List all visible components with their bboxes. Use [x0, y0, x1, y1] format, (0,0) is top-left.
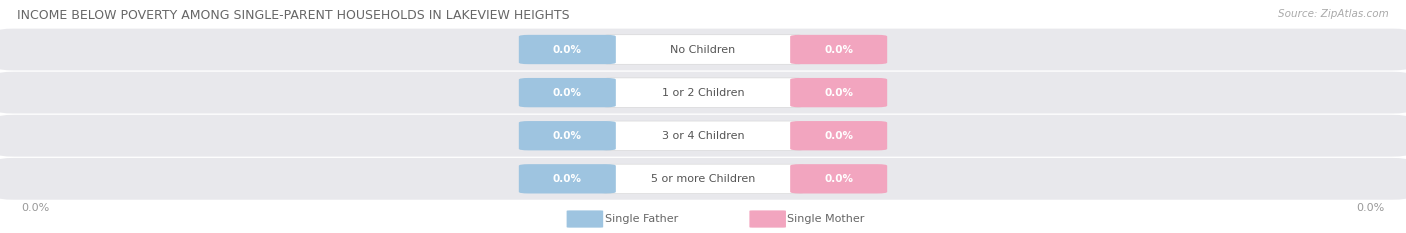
Text: 0.0%: 0.0%: [824, 131, 853, 141]
FancyBboxPatch shape: [790, 121, 887, 150]
Text: 1 or 2 Children: 1 or 2 Children: [662, 88, 744, 98]
Text: Source: ZipAtlas.com: Source: ZipAtlas.com: [1278, 9, 1389, 19]
Text: Single Father: Single Father: [605, 214, 678, 224]
FancyBboxPatch shape: [519, 121, 616, 150]
Text: 0.0%: 0.0%: [824, 174, 853, 184]
Text: 0.0%: 0.0%: [21, 203, 49, 213]
FancyBboxPatch shape: [0, 29, 1406, 70]
FancyBboxPatch shape: [602, 164, 804, 193]
Text: INCOME BELOW POVERTY AMONG SINGLE-PARENT HOUSEHOLDS IN LAKEVIEW HEIGHTS: INCOME BELOW POVERTY AMONG SINGLE-PARENT…: [17, 9, 569, 22]
FancyBboxPatch shape: [790, 78, 887, 107]
Text: 0.0%: 0.0%: [824, 45, 853, 55]
FancyBboxPatch shape: [602, 35, 804, 64]
FancyBboxPatch shape: [790, 35, 887, 64]
FancyBboxPatch shape: [602, 78, 804, 107]
Text: 0.0%: 0.0%: [553, 174, 582, 184]
Text: 0.0%: 0.0%: [824, 88, 853, 98]
Text: Single Mother: Single Mother: [787, 214, 865, 224]
FancyBboxPatch shape: [0, 158, 1406, 200]
FancyBboxPatch shape: [519, 164, 616, 193]
FancyBboxPatch shape: [0, 72, 1406, 113]
FancyBboxPatch shape: [567, 210, 603, 228]
Text: 0.0%: 0.0%: [1357, 203, 1385, 213]
FancyBboxPatch shape: [749, 210, 786, 228]
FancyBboxPatch shape: [519, 78, 616, 107]
FancyBboxPatch shape: [0, 115, 1406, 157]
Text: 0.0%: 0.0%: [553, 131, 582, 141]
Text: No Children: No Children: [671, 45, 735, 55]
FancyBboxPatch shape: [602, 121, 804, 150]
Text: 0.0%: 0.0%: [553, 45, 582, 55]
Text: 5 or more Children: 5 or more Children: [651, 174, 755, 184]
Text: 0.0%: 0.0%: [553, 88, 582, 98]
FancyBboxPatch shape: [519, 35, 616, 64]
FancyBboxPatch shape: [790, 164, 887, 193]
Text: 3 or 4 Children: 3 or 4 Children: [662, 131, 744, 141]
